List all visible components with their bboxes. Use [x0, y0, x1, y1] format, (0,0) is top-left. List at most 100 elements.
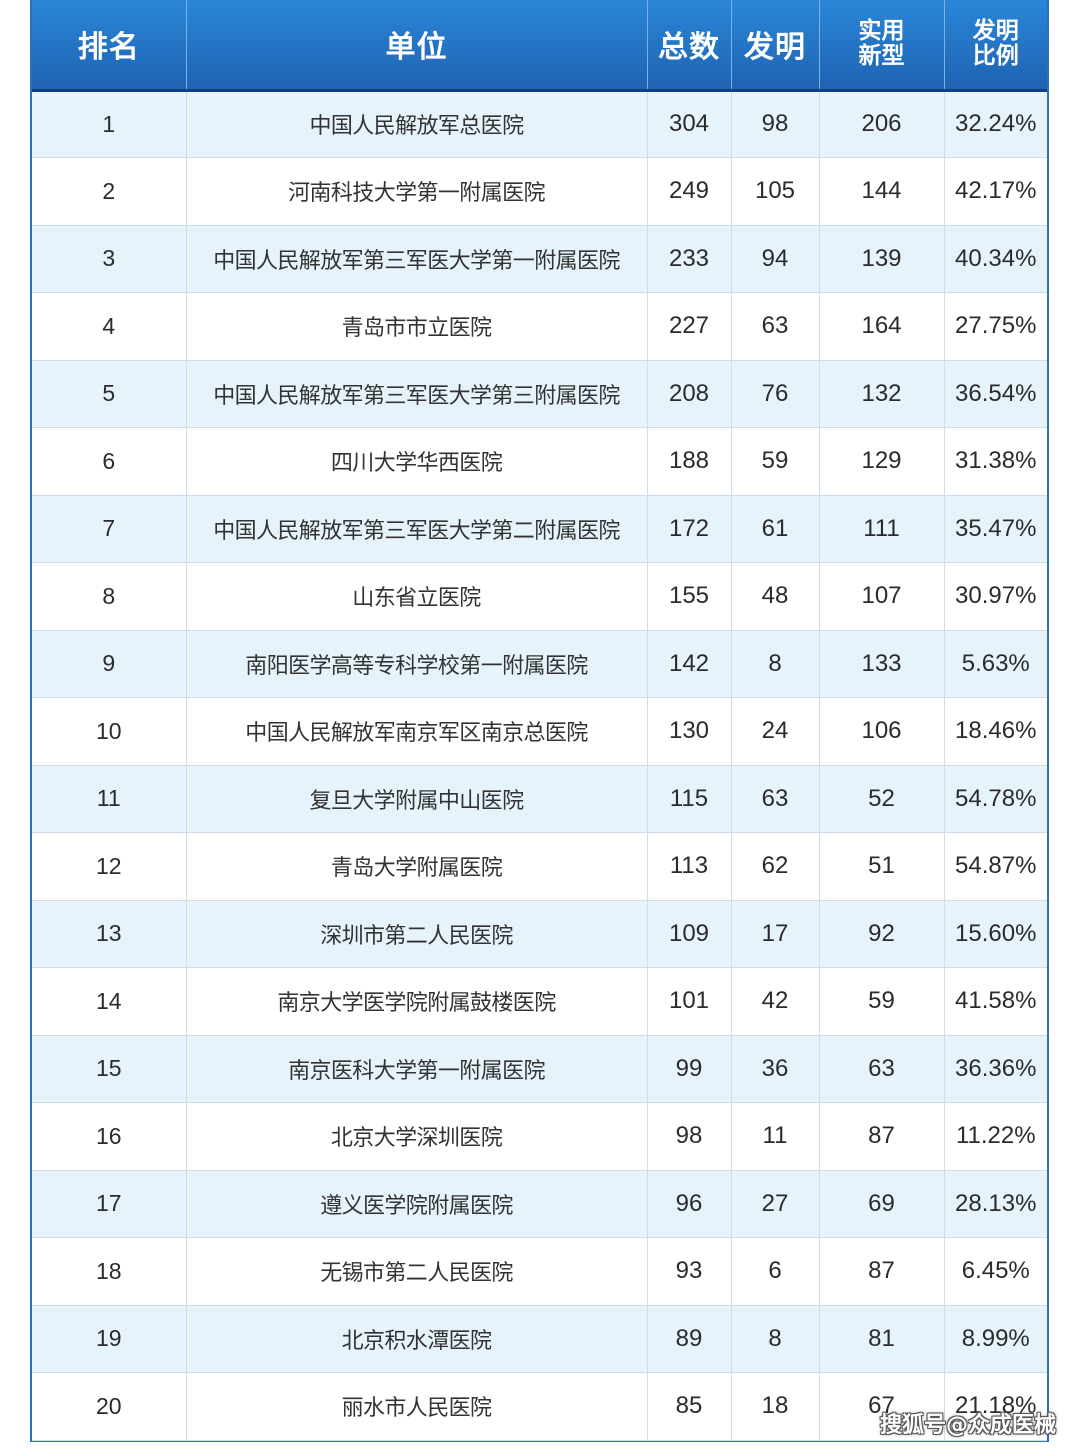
cell-unit: 四川大学华西医院 — [186, 427, 648, 496]
table-header-row: 排名 单位 总数 发明 实用 新型 发明 比例 — [32, 0, 1047, 90]
table-row: 11 复旦大学附属中山医院 115 63 52 54.78% — [32, 765, 1047, 833]
ranking-table: 排名 单位 总数 发明 实用 新型 发明 比例 1 中国人民解放军总医院 304 98 20… — [32, 0, 1047, 1441]
cell-rank: 14 — [32, 967, 187, 1036]
cell-rank: 1 — [32, 90, 187, 158]
cell-rank: 17 — [32, 1170, 187, 1238]
cell-rank: 15 — [32, 1035, 187, 1103]
header-invention: 发明 — [730, 0, 820, 90]
cell-total: 85 — [647, 1372, 732, 1441]
table-row: 8 山东省立医院 155 48 107 30.97% — [32, 562, 1047, 631]
cell-utility-model: 67 — [819, 1372, 945, 1441]
cell-rank: 6 — [32, 427, 187, 496]
cell-invention: 18 — [731, 1372, 820, 1441]
cell-utility-model: 129 — [819, 427, 945, 496]
cell-utility-model: 133 — [819, 630, 945, 698]
cell-rank: 8 — [32, 562, 187, 631]
table-body: 1 中国人民解放军总医院 304 98 206 32.24% 2 河南科技大学第一附属医院 24… — [32, 90, 1047, 1441]
cell-invention-ratio: 11.22% — [944, 1102, 1047, 1171]
cell-invention-ratio: 15.60% — [944, 900, 1047, 968]
cell-invention-ratio: 21.18% — [944, 1372, 1047, 1441]
cell-total: 109 — [647, 900, 732, 968]
cell-invention-ratio: 42.17% — [944, 157, 1047, 226]
cell-rank: 5 — [32, 360, 187, 428]
cell-utility-model: 52 — [819, 765, 945, 833]
table-row: 12 青岛大学附属医院 113 62 51 54.87% — [32, 832, 1047, 901]
cell-invention-ratio: 27.75% — [944, 292, 1047, 361]
cell-unit: 青岛大学附属医院 — [186, 832, 648, 901]
cell-invention: 11 — [731, 1102, 820, 1171]
cell-unit: 北京大学深圳医院 — [186, 1102, 648, 1171]
cell-unit: 遵义医学院附属医院 — [186, 1170, 648, 1238]
cell-invention: 63 — [731, 765, 820, 833]
cell-invention-ratio: 36.36% — [944, 1035, 1047, 1103]
cell-utility-model: 69 — [819, 1170, 945, 1238]
cell-utility-model: 139 — [819, 225, 945, 293]
cell-unit: 复旦大学附属中山医院 — [186, 765, 648, 833]
cell-invention: 105 — [731, 157, 820, 226]
cell-total: 130 — [647, 697, 732, 766]
cell-invention: 42 — [731, 967, 820, 1036]
cell-invention: 61 — [731, 495, 820, 563]
cell-rank: 13 — [32, 900, 187, 968]
table-row: 5 中国人民解放军第三军医大学第三附属医院 208 76 132 36.54% — [32, 360, 1047, 428]
table-row: 6 四川大学华西医院 188 59 129 31.38% — [32, 427, 1047, 496]
header-invention-ratio: 发明 比例 — [943, 0, 1047, 90]
table-row: 1 中国人民解放军总医院 304 98 206 32.24% — [32, 90, 1047, 158]
cell-rank: 18 — [32, 1237, 187, 1306]
cell-unit: 青岛市市立医院 — [186, 292, 648, 361]
table-row: 15 南京医科大学第一附属医院 99 36 63 36.36% — [32, 1035, 1047, 1103]
cell-invention: 8 — [731, 1305, 820, 1373]
cell-unit: 中国人民解放军第三军医大学第三附属医院 — [186, 360, 648, 428]
cell-utility-model: 111 — [819, 495, 945, 563]
cell-rank: 2 — [32, 157, 187, 226]
table-row: 3 中国人民解放军第三军医大学第一附属医院 233 94 139 40.34% — [32, 225, 1047, 293]
cell-unit: 中国人民解放军南京军区南京总医院 — [186, 697, 648, 766]
cell-unit: 南京大学医学院附属鼓楼医院 — [186, 967, 648, 1036]
cell-total: 89 — [647, 1305, 732, 1373]
cell-invention-ratio: 31.38% — [944, 427, 1047, 496]
cell-unit: 中国人民解放军第三军医大学第二附属医院 — [186, 495, 648, 563]
cell-utility-model: 87 — [819, 1102, 945, 1171]
cell-invention: 17 — [731, 900, 820, 968]
cell-unit: 山东省立医院 — [186, 562, 648, 631]
cell-total: 99 — [647, 1035, 732, 1103]
cell-utility-model: 63 — [819, 1035, 945, 1103]
cell-total: 172 — [647, 495, 732, 563]
cell-total: 155 — [647, 562, 732, 631]
cell-rank: 19 — [32, 1305, 187, 1373]
cell-total: 96 — [647, 1170, 732, 1238]
cell-rank: 12 — [32, 832, 187, 901]
cell-invention: 98 — [731, 90, 820, 158]
cell-invention-ratio: 28.13% — [944, 1170, 1047, 1238]
cell-rank: 16 — [32, 1102, 187, 1171]
cell-unit: 深圳市第二人民医院 — [186, 900, 648, 968]
header-total: 总数 — [646, 0, 732, 90]
cell-rank: 11 — [32, 765, 187, 833]
cell-invention-ratio: 6.45% — [944, 1237, 1047, 1306]
cell-invention: 76 — [731, 360, 820, 428]
cell-invention: 48 — [731, 562, 820, 631]
cell-invention-ratio: 32.24% — [944, 90, 1047, 158]
cell-invention-ratio: 30.97% — [944, 562, 1047, 631]
cell-unit: 无锡市第二人民医院 — [186, 1237, 648, 1306]
cell-unit: 南阳医学高等专科学校第一附属医院 — [186, 630, 648, 698]
cell-invention: 63 — [731, 292, 820, 361]
cell-invention: 59 — [731, 427, 820, 496]
table-row: 20 丽水市人民医院 85 18 67 21.18% — [32, 1372, 1047, 1441]
cell-invention-ratio: 36.54% — [944, 360, 1047, 428]
cell-total: 93 — [647, 1237, 732, 1306]
cell-rank: 3 — [32, 225, 187, 293]
cell-invention: 6 — [731, 1237, 820, 1306]
cell-unit: 丽水市人民医院 — [186, 1372, 648, 1441]
cell-rank: 4 — [32, 292, 187, 361]
cell-invention: 36 — [731, 1035, 820, 1103]
cell-rank: 10 — [32, 697, 187, 766]
cell-total: 227 — [647, 292, 732, 361]
cell-total: 98 — [647, 1102, 732, 1171]
table-row: 2 河南科技大学第一附属医院 249 105 144 42.17% — [32, 157, 1047, 226]
cell-total: 233 — [647, 225, 732, 293]
header-unit: 单位 — [185, 0, 648, 90]
table-frame — [30, 0, 1049, 1442]
cell-total: 208 — [647, 360, 732, 428]
table-row: 18 无锡市第二人民医院 93 6 87 6.45% — [32, 1237, 1047, 1306]
